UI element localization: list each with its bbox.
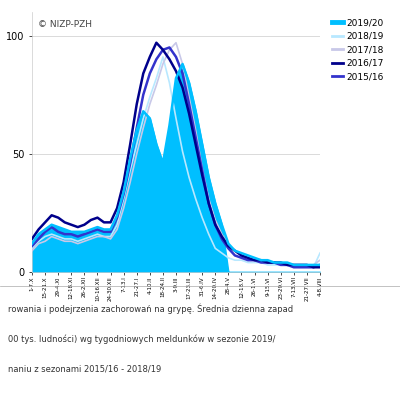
Legend: 2019/20, 2018/19, 2017/18, 2016/17, 2015/16: 2019/20, 2018/19, 2017/18, 2016/17, 2015… [330,16,386,83]
Text: 00 tys. ludności) wg tygodniowych meldunków w sezonie 2019/: 00 tys. ludności) wg tygodniowych meldun… [8,334,276,344]
Text: © NIZP-PZH: © NIZP-PZH [38,20,92,29]
Text: naniu z sezonami 2015/16 - 2018/19: naniu z sezonami 2015/16 - 2018/19 [8,364,161,373]
Text: rowania i podejrzenia zachorowań na grypę. Średnia dzienna zapad: rowania i podejrzenia zachorowań na gryp… [8,304,293,314]
